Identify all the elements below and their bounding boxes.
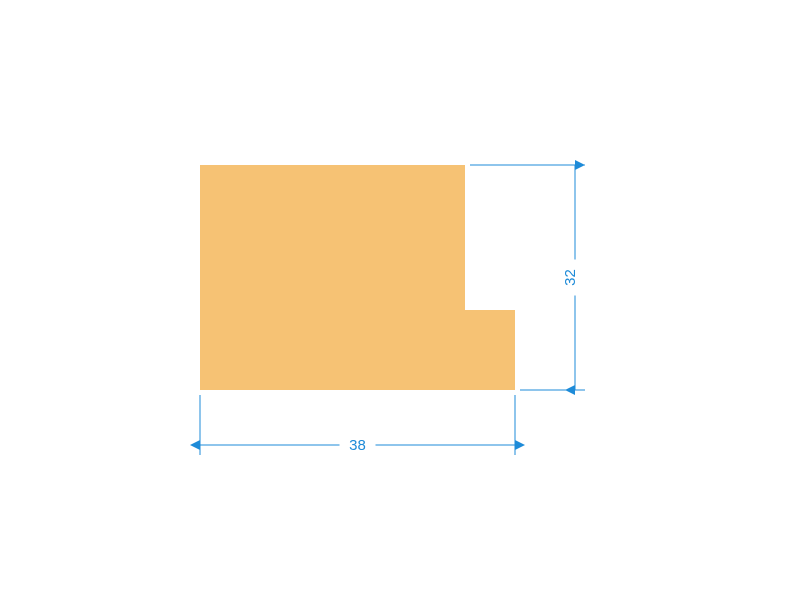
dim-label-horizontal: 38 xyxy=(349,437,366,454)
dim-label-vertical: 32 xyxy=(562,269,579,286)
profile-shape xyxy=(200,165,515,390)
